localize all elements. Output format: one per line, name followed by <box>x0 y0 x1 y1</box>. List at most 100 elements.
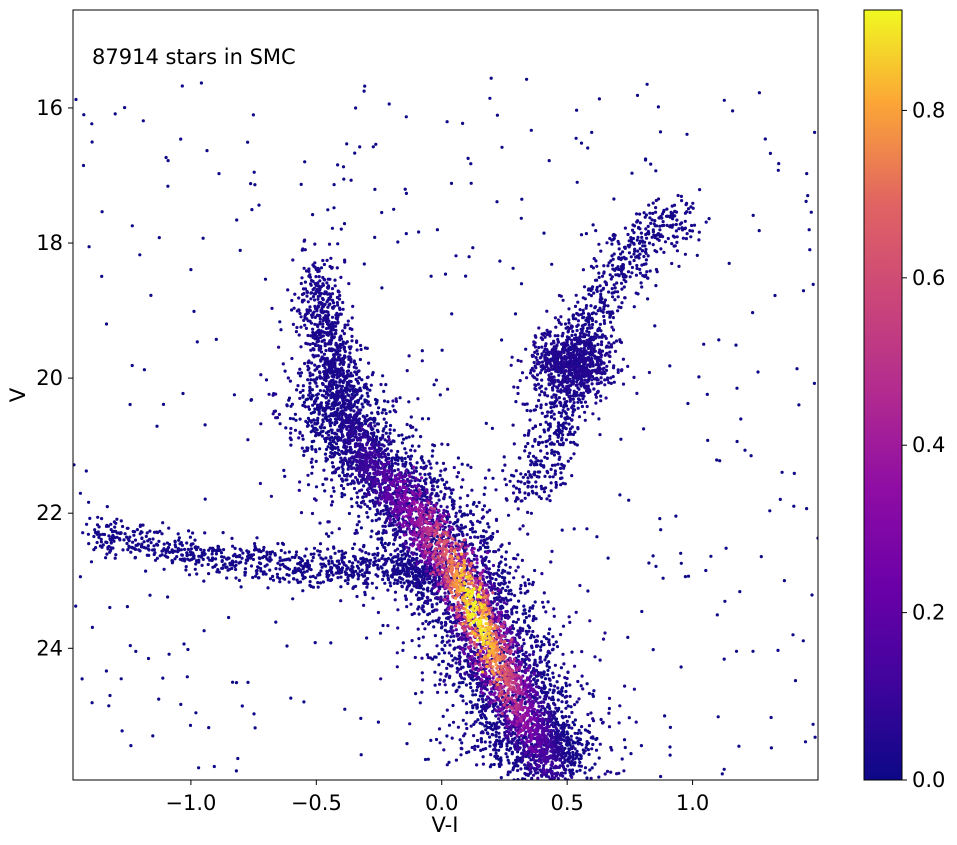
star-point <box>651 243 655 247</box>
star-point <box>294 550 299 554</box>
star-point <box>497 742 502 746</box>
star-point <box>479 740 484 744</box>
star-point <box>452 533 456 538</box>
star-point <box>240 556 244 560</box>
star-point <box>523 608 527 612</box>
star-point <box>221 566 225 570</box>
star-point <box>601 310 605 314</box>
star-point <box>510 592 514 596</box>
star-point <box>666 236 670 241</box>
star-point <box>469 710 473 715</box>
star-point <box>567 739 571 744</box>
star-point <box>381 577 385 582</box>
star-point <box>675 240 679 244</box>
star-point <box>234 681 239 685</box>
star-point <box>386 543 390 547</box>
star-point <box>532 408 536 412</box>
star-point <box>653 249 657 253</box>
star-point <box>487 822 490 825</box>
star-point <box>400 433 404 437</box>
star-point <box>534 617 538 621</box>
star-point <box>638 247 642 251</box>
star-point <box>552 417 557 421</box>
star-point <box>184 568 188 572</box>
star-point <box>575 700 579 704</box>
star-point <box>651 228 655 232</box>
star-point <box>599 292 603 296</box>
star-point <box>598 322 603 326</box>
star-point <box>357 514 361 518</box>
star-point <box>73 463 76 467</box>
star-point <box>291 258 295 262</box>
star-point <box>271 578 276 582</box>
star-point <box>293 412 297 416</box>
star-point <box>415 556 419 561</box>
star-point <box>560 710 564 714</box>
star-point <box>214 563 218 567</box>
star-point <box>471 689 475 693</box>
star-point <box>396 579 400 583</box>
star-point <box>448 495 452 499</box>
star-point <box>97 535 101 540</box>
star-point <box>294 553 298 557</box>
star-point <box>482 529 486 533</box>
star-point <box>621 250 625 254</box>
star-point <box>616 273 621 277</box>
star-point <box>634 273 639 277</box>
star-point <box>427 612 432 616</box>
star-point <box>556 435 560 439</box>
star-point <box>579 731 583 735</box>
star-point <box>294 418 298 422</box>
star-point <box>282 564 286 568</box>
star-point <box>562 397 566 401</box>
star-point <box>573 761 577 765</box>
star-point <box>533 568 537 573</box>
star-point <box>118 531 122 536</box>
star-point <box>391 404 395 408</box>
star-point <box>623 745 627 750</box>
star-point <box>314 291 318 295</box>
star-point <box>366 515 370 519</box>
star-point <box>333 551 337 555</box>
star-point <box>516 391 520 396</box>
star-point <box>595 264 599 268</box>
star-point <box>546 471 550 475</box>
star-point <box>582 781 585 784</box>
star-point <box>452 502 456 506</box>
star-point <box>550 448 554 452</box>
star-point <box>551 475 555 479</box>
star-point <box>567 715 571 719</box>
star-point <box>391 560 395 564</box>
star-point <box>400 560 404 564</box>
star-point <box>138 253 142 257</box>
star-point <box>186 557 190 561</box>
star-point <box>262 545 266 550</box>
star-point <box>486 522 490 526</box>
star-point <box>437 498 441 502</box>
star-point <box>105 552 109 556</box>
star-point <box>651 554 655 558</box>
star-point <box>642 254 646 259</box>
star-point <box>125 541 129 546</box>
star-point <box>162 542 166 546</box>
star-point <box>526 476 530 480</box>
star-point <box>678 222 682 226</box>
star-point <box>237 555 241 559</box>
star-point <box>290 298 294 303</box>
star-point <box>321 283 326 287</box>
star-point <box>320 406 325 410</box>
star-point <box>177 538 181 542</box>
star-point <box>724 546 728 550</box>
star-point <box>599 295 603 299</box>
star-point <box>619 252 623 256</box>
star-point <box>674 210 679 214</box>
star-point <box>502 455 506 459</box>
star-point <box>511 620 516 624</box>
star-point <box>249 556 253 560</box>
star-point <box>542 670 546 674</box>
star-point <box>570 474 574 478</box>
star-point <box>466 659 470 664</box>
star-point <box>320 301 324 306</box>
star-point <box>327 562 331 566</box>
star-point <box>356 400 360 405</box>
